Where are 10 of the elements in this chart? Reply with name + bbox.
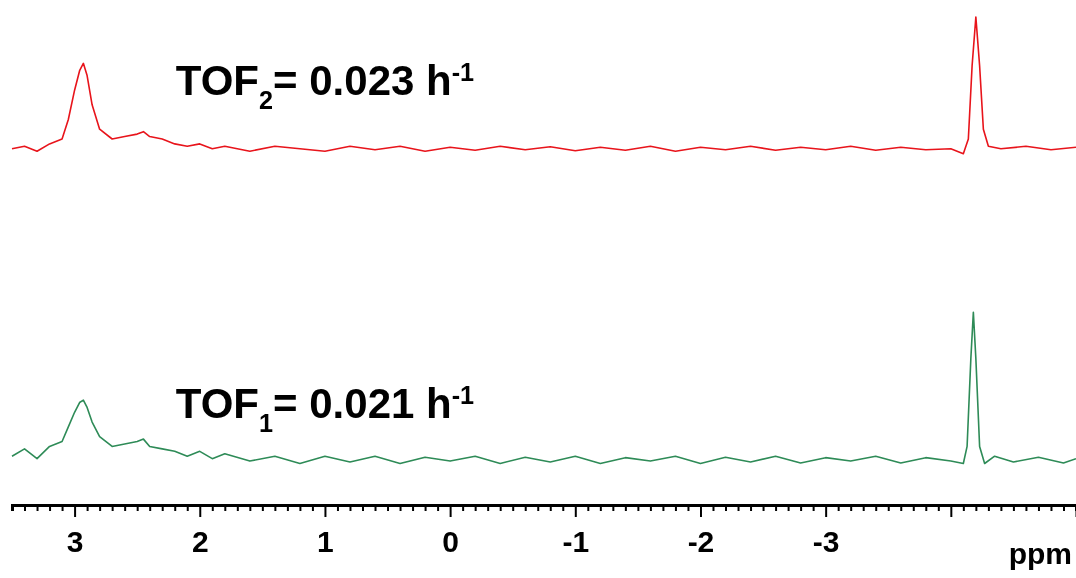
- x-tick-label: 2: [191, 525, 209, 558]
- x-tick-label: -2: [687, 525, 715, 558]
- x-tick-label: -3: [812, 525, 840, 558]
- x-tick-label: 3: [66, 525, 84, 558]
- x-tick-label: 1: [317, 525, 334, 558]
- x-axis-title: ppm: [1008, 537, 1072, 570]
- annotation: TOF$_{1}$= 0.021 h$^{-1}$: [175, 380, 475, 437]
- x-tick-label: 0: [442, 525, 459, 558]
- x-tick-label: -1: [562, 525, 590, 558]
- annotation: TOF$_{2}$= 0.023 h$^{-1}$: [175, 57, 475, 114]
